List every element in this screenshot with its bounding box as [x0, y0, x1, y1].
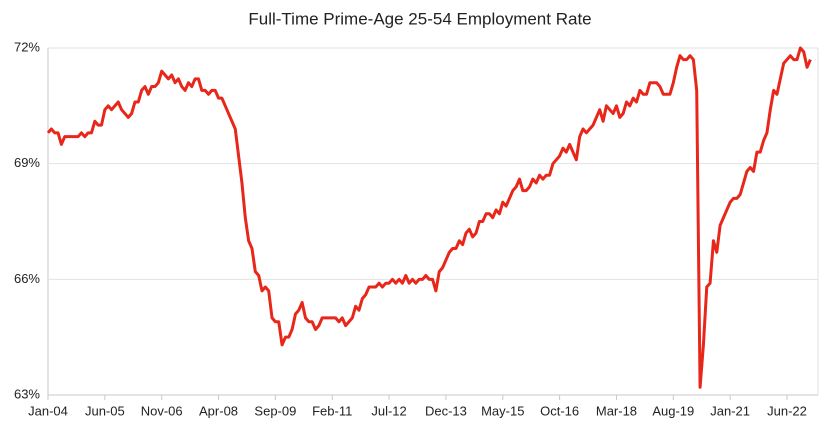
line: [46, 46, 812, 389]
x-tick-label: Jun-05: [85, 403, 125, 418]
y-tick-label: 63%: [14, 386, 40, 401]
y-tick-label: 72%: [14, 39, 40, 54]
y-tick-label: 69%: [14, 155, 40, 170]
x-tick-label: Aug-19: [652, 403, 694, 418]
x-tick-label: Sep-09: [254, 403, 296, 418]
x-tick-label: Jan-21: [710, 403, 750, 418]
x-tick-label: Mar-18: [596, 403, 637, 418]
chart-title: Full-Time Prime-Age 25-54 Employment Rat…: [248, 9, 591, 28]
x-tick-label: Apr-08: [199, 403, 238, 418]
x-tick-label: Jan-04: [28, 403, 68, 418]
y-tick-label: 66%: [14, 271, 40, 286]
x-tick-label: May-15: [481, 403, 524, 418]
x-tick-label: Jul-12: [371, 403, 406, 418]
x-tick-label: Feb-11: [312, 403, 352, 418]
x-tick-label: Jun-22: [767, 403, 807, 418]
x-tick-label: Dec-13: [425, 403, 467, 418]
x-tick-label: Oct-16: [540, 403, 579, 418]
x-tick-label: Nov-06: [141, 403, 183, 418]
